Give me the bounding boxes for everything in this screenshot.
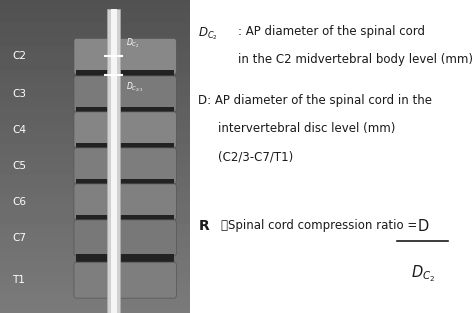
Text: C4: C4 xyxy=(12,125,26,135)
FancyBboxPatch shape xyxy=(74,148,176,184)
Text: C7: C7 xyxy=(12,233,26,243)
PathPatch shape xyxy=(111,9,117,313)
Text: D: D xyxy=(417,219,428,234)
Text: $D_{C_2}$: $D_{C_2}$ xyxy=(410,263,435,284)
Text: C6: C6 xyxy=(12,197,26,207)
Text: $D_{C_{2/3}}$: $D_{C_{2/3}}$ xyxy=(126,81,144,95)
Text: intervertebral disc level (mm): intervertebral disc level (mm) xyxy=(218,122,395,135)
Text: C2: C2 xyxy=(12,51,26,61)
Text: $D_{C_2}$: $D_{C_2}$ xyxy=(126,37,140,50)
Text: D: AP diameter of the spinal cord in the: D: AP diameter of the spinal cord in the xyxy=(198,94,432,107)
Text: ：Spinal cord compression ratio =: ：Spinal cord compression ratio = xyxy=(221,219,417,232)
Text: $\mathbf{R}$: $\mathbf{R}$ xyxy=(198,219,210,233)
Text: C3: C3 xyxy=(12,89,26,99)
Text: $D_{C_2}$: $D_{C_2}$ xyxy=(198,25,218,42)
FancyBboxPatch shape xyxy=(74,38,176,74)
PathPatch shape xyxy=(107,9,120,313)
Text: : AP diameter of the spinal cord: : AP diameter of the spinal cord xyxy=(238,25,425,38)
FancyBboxPatch shape xyxy=(74,220,176,256)
FancyBboxPatch shape xyxy=(74,184,176,220)
Text: (C2/3-C7/T1): (C2/3-C7/T1) xyxy=(218,150,293,163)
Bar xyxy=(76,107,174,117)
Text: in the C2 midvertebral body level (mm): in the C2 midvertebral body level (mm) xyxy=(238,53,473,66)
Bar xyxy=(76,254,174,264)
Bar xyxy=(76,179,174,188)
FancyBboxPatch shape xyxy=(74,76,176,112)
Bar xyxy=(76,70,174,80)
FancyBboxPatch shape xyxy=(74,262,176,298)
Text: T1: T1 xyxy=(12,275,26,285)
Bar xyxy=(76,143,174,153)
Bar xyxy=(76,215,174,225)
FancyBboxPatch shape xyxy=(74,112,176,148)
Text: C5: C5 xyxy=(12,161,26,171)
